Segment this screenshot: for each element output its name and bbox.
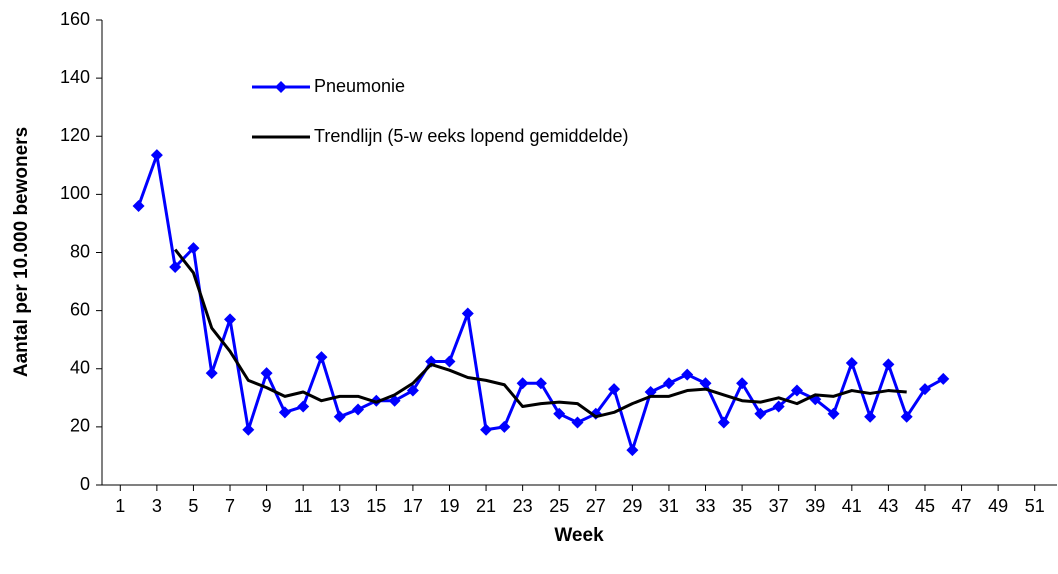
y-axis-title: Aantal per 10.000 bewoners — [11, 127, 32, 377]
data-point — [224, 313, 237, 326]
x-axis-title: Week — [554, 525, 604, 546]
legend-marker — [275, 81, 287, 93]
data-point — [534, 377, 547, 390]
y-tick-label: 60 — [70, 299, 90, 319]
y-tick-label: 0 — [80, 474, 90, 494]
data-point — [736, 377, 749, 390]
data-point — [278, 406, 291, 419]
x-tick-label: 29 — [622, 496, 642, 516]
x-tick-label: 7 — [225, 496, 235, 516]
x-tick-label: 21 — [476, 496, 496, 516]
data-point — [315, 351, 328, 364]
data-point — [790, 384, 803, 397]
data-point — [754, 407, 767, 420]
data-point — [681, 368, 694, 381]
x-tick-label: 5 — [188, 496, 198, 516]
x-tick-label: 17 — [403, 496, 423, 516]
data-point — [406, 384, 419, 397]
y-tick-label: 80 — [70, 241, 90, 261]
data-point — [461, 307, 474, 320]
data-point — [918, 383, 931, 396]
y-tick-label: 40 — [70, 358, 90, 378]
x-tick-label: 47 — [952, 496, 972, 516]
legend-label: Trendlijn (5-w eeks lopend gemiddelde) — [314, 126, 629, 146]
data-point — [827, 407, 840, 420]
data-point — [717, 416, 730, 429]
x-tick-label: 45 — [915, 496, 935, 516]
y-tick-label: 160 — [60, 9, 90, 29]
x-tick-label: 11 — [294, 496, 313, 516]
x-tick-label: 19 — [439, 496, 459, 516]
x-tick-label: 51 — [1025, 496, 1045, 516]
data-point — [900, 410, 913, 423]
data-point — [937, 372, 950, 385]
data-point — [169, 261, 182, 274]
data-point — [297, 400, 310, 413]
data-point — [498, 420, 511, 433]
x-tick-label: 25 — [549, 496, 569, 516]
data-point — [260, 367, 273, 380]
data-point — [333, 410, 346, 423]
data-point — [205, 367, 218, 380]
series-line — [173, 248, 907, 419]
y-tick-label: 140 — [60, 67, 90, 87]
data-point — [242, 423, 255, 436]
series-line — [137, 153, 944, 452]
x-tick-label: 41 — [842, 496, 862, 516]
data-point — [187, 242, 200, 255]
data-point — [132, 200, 145, 212]
x-tick-label: 39 — [805, 496, 825, 516]
data-point — [352, 403, 365, 416]
data-point — [662, 377, 675, 390]
x-tick-label: 43 — [878, 496, 898, 516]
x-tick-label: 1 — [115, 496, 125, 516]
data-point — [864, 410, 877, 423]
x-tick-label: 33 — [696, 496, 716, 516]
x-tick-label: 35 — [732, 496, 752, 516]
data-point — [882, 358, 895, 371]
x-tick-label: 3 — [152, 496, 162, 516]
x-tick-label: 23 — [513, 496, 533, 516]
x-tick-label: 49 — [988, 496, 1008, 516]
x-tick-label: 31 — [659, 496, 679, 516]
y-tick-label: 20 — [70, 416, 90, 436]
x-tick-label: 15 — [366, 496, 386, 516]
data-point — [480, 423, 493, 436]
data-point — [388, 394, 401, 407]
data-point — [626, 444, 639, 457]
legend-label: Pneumonie — [314, 76, 405, 96]
x-tick-label: 37 — [769, 496, 789, 516]
data-point — [150, 149, 163, 162]
data-point — [608, 383, 621, 396]
data-point — [553, 407, 566, 420]
data-point — [772, 400, 785, 413]
x-tick-label: 27 — [586, 496, 606, 516]
data-point — [516, 377, 529, 390]
y-tick-label: 100 — [60, 183, 90, 203]
y-tick-label: 120 — [60, 125, 90, 145]
data-point — [443, 355, 456, 368]
data-point — [571, 416, 584, 429]
x-tick-label: 9 — [262, 496, 272, 516]
x-tick-label: 13 — [330, 496, 350, 516]
data-point — [699, 377, 712, 390]
data-point — [845, 356, 858, 369]
